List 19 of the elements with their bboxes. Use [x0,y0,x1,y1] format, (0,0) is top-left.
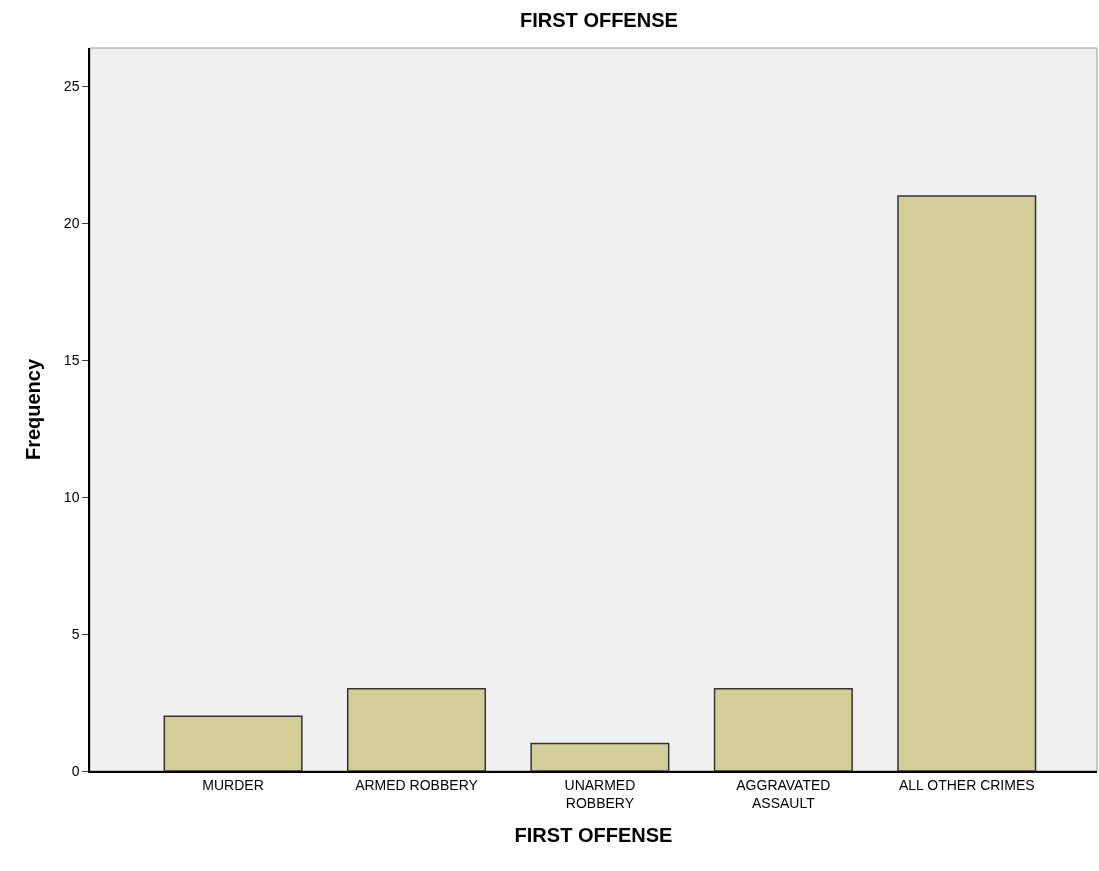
bar [346,688,487,771]
y-tick-label: 10 [63,489,80,506]
bar [163,715,303,771]
y-tick-label: 25 [63,78,80,95]
x-tick-label: UNARMED ROBBERY [564,776,636,811]
y-tick-label: 0 [71,762,80,779]
y-tick-label: 20 [63,215,80,232]
chart-title: FIRST OFFENSE [520,9,678,32]
x-tick-label: MURDER [202,776,264,793]
x-tick-label: ARMED ROBBERY [355,776,479,793]
bar [713,688,853,771]
y-tick-label: 15 [63,352,80,369]
y-axis-title: Frequency [21,358,44,461]
bar [530,742,670,771]
x-tick-label: AGGRAVATED ASSAULT [736,776,831,811]
bar [897,195,1037,771]
x-tick-label: ALL OTHER CRIMES [898,776,1035,793]
x-axis-title: FIRST OFFENSE [514,823,673,846]
y-tick-label: 5 [71,625,80,642]
